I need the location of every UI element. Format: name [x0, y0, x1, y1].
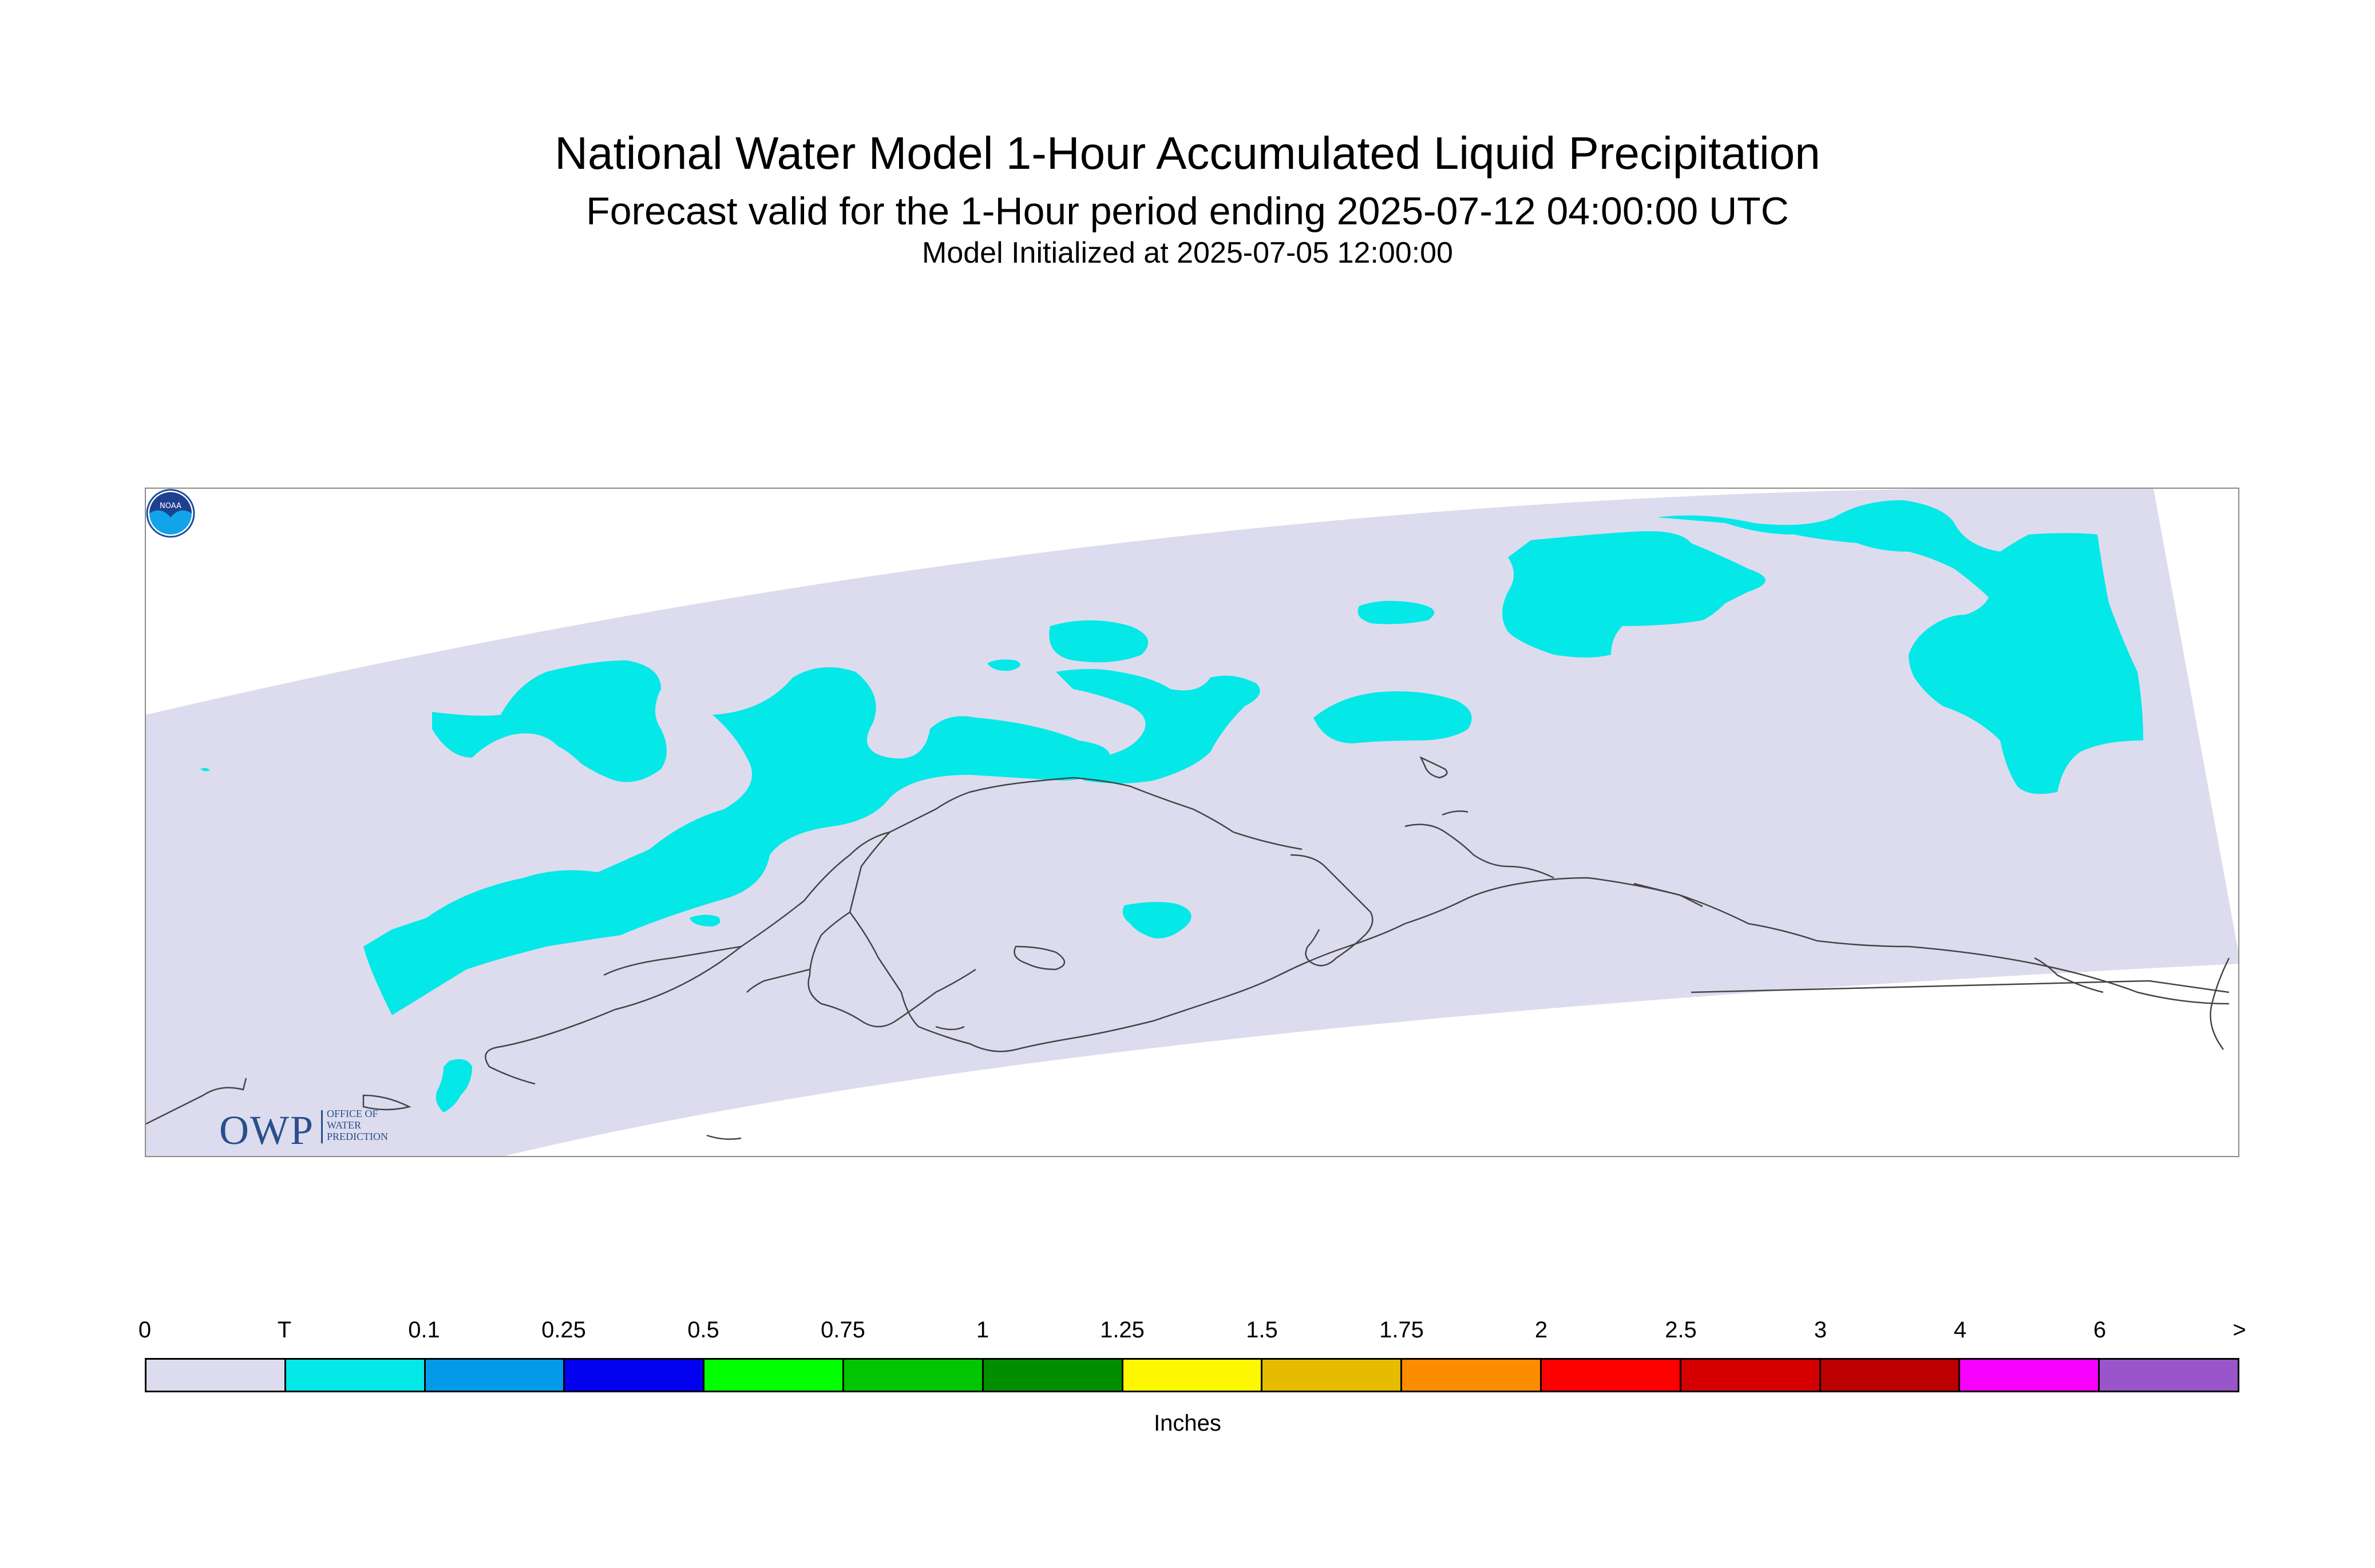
colorbar: [145, 1358, 2239, 1392]
legend-tick-label: 1: [976, 1317, 989, 1343]
legend-tick-label: >: [2232, 1317, 2246, 1343]
legend-swatch: [1541, 1360, 1681, 1391]
coastline-kenai: [1290, 854, 1373, 967]
owp-logo-line2: WATER: [327, 1119, 361, 1131]
coastline-sw-island: [362, 1094, 411, 1111]
coastline-se: [1633, 882, 1703, 908]
legend-swatch: [844, 1360, 984, 1391]
legend-tick-label: 0.75: [821, 1317, 865, 1343]
precip-area-dot: [200, 767, 210, 771]
legend-tick-label: 1.5: [1246, 1317, 1278, 1343]
coastline-aleut-2: [935, 1025, 965, 1031]
coastline-hole: [1014, 945, 1066, 971]
legend-tick-label: 0.1: [408, 1317, 440, 1343]
coastline-east: [2210, 957, 2230, 1050]
legend-swatch: [1820, 1360, 1961, 1391]
map-canvas: [146, 489, 2238, 1156]
coastline-island-2: [1442, 810, 1468, 816]
legend-tick-label: 1.75: [1379, 1317, 1424, 1343]
precip-area-far-ne: [1657, 500, 2143, 794]
precip-area-c2: [1357, 601, 1435, 624]
init-time-label: Model Initialized at 2025-07-05 12:00:00: [922, 236, 1453, 270]
owp-logo-divider: [321, 1110, 323, 1143]
owp-logo-line1: OFFICE OF: [327, 1108, 378, 1119]
precip-area-small-3: [690, 914, 721, 926]
legend-tick-label: 2.5: [1665, 1317, 1697, 1343]
precip-area-mid-n: [1049, 620, 1149, 663]
coastline: [146, 756, 2230, 1140]
coastline-norton: [808, 831, 976, 1028]
legend-swatch: [983, 1360, 1123, 1391]
precip-area-small-1: [987, 659, 1020, 671]
chart-subtitle: Forecast valid for the 1-Hour period end…: [586, 189, 1789, 233]
legend-swatch: [147, 1360, 286, 1391]
legend-tick-label: 3: [1814, 1317, 1827, 1343]
legend-tick-label: T: [277, 1317, 292, 1343]
model-domain: [146, 489, 2238, 1156]
noaa-logo: NOAA: [146, 489, 195, 538]
legend-swatch: [2100, 1360, 2238, 1391]
legend-tick-label: 0: [138, 1317, 152, 1343]
legend-swatch: [425, 1360, 565, 1391]
legend-tick-label: 4: [1953, 1317, 1967, 1343]
lake-hole: [2115, 589, 2138, 593]
border-line: [1691, 980, 2230, 993]
legend-swatch: [286, 1360, 426, 1391]
coastline-canada: [2034, 957, 2104, 993]
coastline-aleut-1: [746, 968, 810, 993]
legend-tick-label: 1.25: [1100, 1317, 1145, 1343]
legend-swatch: [1123, 1360, 1263, 1391]
legend-tick-label: 2: [1534, 1317, 1548, 1343]
legend-tick-label: 0.5: [687, 1317, 719, 1343]
legend-swatch: [704, 1360, 844, 1391]
owp-logo-line3: PREDICTION: [327, 1131, 388, 1142]
coastline-sw-2: [706, 1134, 742, 1140]
precip-area-c1: [1056, 669, 1260, 783]
coastline-peninsula: [485, 945, 744, 1085]
legend-swatch: [1960, 1360, 2100, 1391]
precipitation-map: OWP OFFICE OF WATER PREDICTION NOAA: [145, 488, 2239, 1157]
legend-unit: Inches: [1154, 1411, 1221, 1436]
legend-tick-label: 6: [2093, 1317, 2107, 1343]
precip-area-ne: [1502, 531, 1766, 658]
owp-logo-text: OWP: [219, 1107, 314, 1153]
legend-swatch: [1681, 1360, 1821, 1391]
precip-area-nw: [432, 660, 667, 782]
coastline-yk: [741, 777, 1303, 948]
precip-area-c3: [1313, 691, 1472, 743]
precip-area-west: [363, 667, 1110, 1015]
coastline-pws: [1404, 823, 1554, 879]
legend-swatch: [1262, 1360, 1403, 1391]
legend-tick-label: 0.25: [541, 1317, 586, 1343]
coastline-bristol: [849, 877, 2230, 1052]
legend-swatch: [565, 1360, 705, 1391]
precip-areas: [200, 500, 2143, 1112]
precip-area-sw: [436, 1059, 472, 1112]
noaa-logo-text: NOAA: [160, 502, 181, 510]
chart-title: National Water Model 1-Hour Accumulated …: [555, 128, 1820, 179]
coastline-main: [146, 1078, 247, 1125]
precip-area-small-2: [655, 894, 690, 908]
legend-swatch: [1402, 1360, 1542, 1391]
precip-area-lake: [1122, 902, 1192, 939]
coastline-island-1: [1419, 756, 1448, 779]
